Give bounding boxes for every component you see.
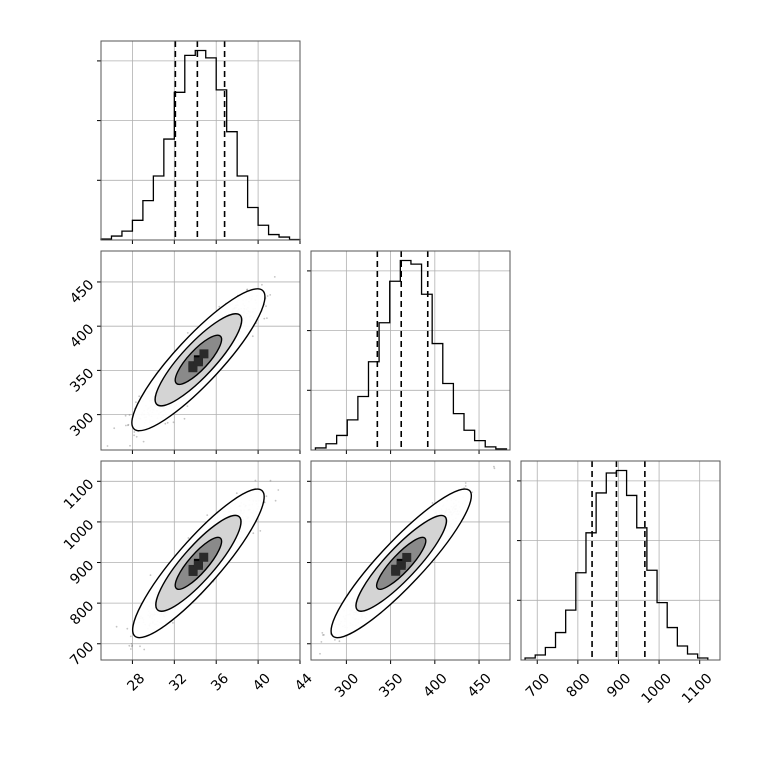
histogram-step xyxy=(100,49,301,241)
panel-frame xyxy=(100,250,301,451)
density-core xyxy=(188,566,198,576)
panel-frame xyxy=(310,250,511,451)
y-tick-label: 350 xyxy=(67,365,97,395)
density-core xyxy=(391,566,401,576)
y-tick-label: 700 xyxy=(67,639,97,669)
panel-frame xyxy=(100,40,301,241)
y-tick-label: 400 xyxy=(67,321,97,351)
histogram-panel-0 xyxy=(97,40,301,244)
panel-frame xyxy=(520,460,721,661)
x-tick-label: 900 xyxy=(604,671,634,701)
y-tick-label: 300 xyxy=(67,410,97,440)
x-tick-label: 800 xyxy=(564,671,594,701)
x-tick-label: 36 xyxy=(208,671,232,695)
y-tick-label: 800 xyxy=(67,598,97,628)
histogram-panel-1 xyxy=(307,250,511,454)
histogram-panel-2 xyxy=(517,460,721,664)
y-tick-label: 1100 xyxy=(61,476,98,513)
density-core xyxy=(193,560,203,570)
density-panel-2 xyxy=(307,460,511,664)
x-tick-label: 40 xyxy=(250,671,274,695)
x-tick-label: 44 xyxy=(292,671,316,695)
y-tick-label: 1000 xyxy=(61,517,98,554)
panel-frame xyxy=(100,460,301,661)
x-tick-label: 700 xyxy=(523,671,553,701)
x-tick-label: 32 xyxy=(166,671,190,695)
y-tick-label: 900 xyxy=(67,558,97,588)
density-core xyxy=(193,357,203,367)
y-tick-label: 450 xyxy=(67,277,97,307)
x-tick-label: 1000 xyxy=(638,671,675,708)
density-core xyxy=(188,363,198,373)
density-core xyxy=(402,552,412,562)
density-contours xyxy=(131,488,265,639)
density-panel-0 xyxy=(97,250,301,454)
x-tick-label: 1100 xyxy=(679,671,716,708)
panel-frame xyxy=(310,460,511,661)
x-tick-label: 28 xyxy=(124,671,148,695)
density-core xyxy=(199,349,209,359)
x-tick-label: 450 xyxy=(465,671,495,701)
x-tick-label: 400 xyxy=(421,671,451,701)
density-core xyxy=(396,560,406,570)
x-tick-label: 300 xyxy=(332,671,362,701)
x-tick-label: 350 xyxy=(376,671,406,701)
histogram-step xyxy=(314,259,508,450)
density-contours xyxy=(131,288,266,432)
density-contours xyxy=(330,488,473,639)
density-panel-1 xyxy=(97,460,301,664)
density-core xyxy=(199,552,209,562)
